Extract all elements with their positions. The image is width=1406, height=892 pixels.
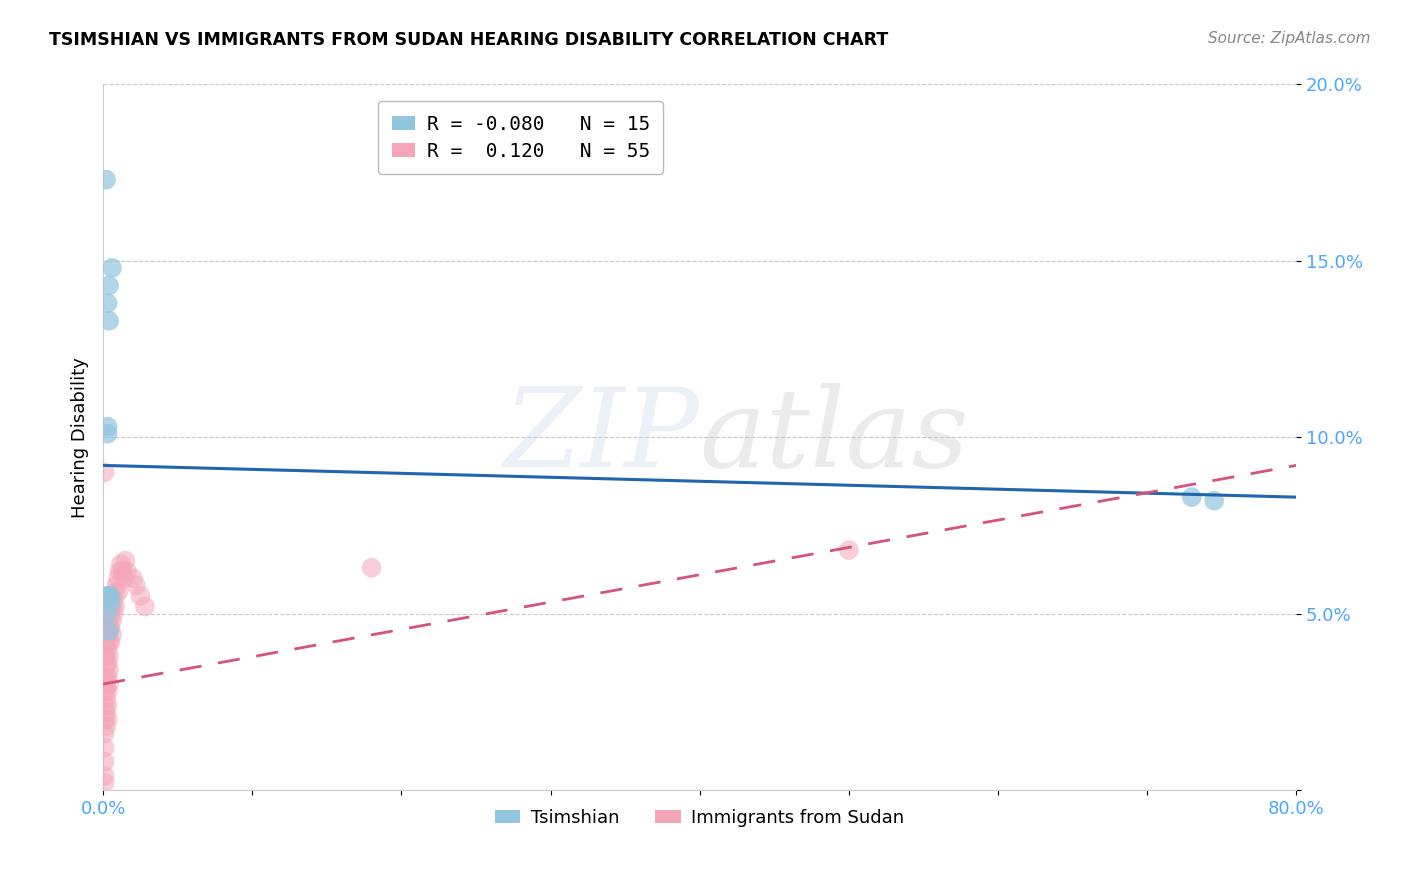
Point <box>98 621 121 635</box>
Point <box>93 769 115 783</box>
Point <box>100 607 122 621</box>
Point <box>129 589 152 603</box>
Point <box>98 663 121 677</box>
Point <box>94 648 117 663</box>
Point <box>98 314 121 328</box>
Point <box>97 607 120 621</box>
Point <box>94 719 117 733</box>
Point <box>104 585 127 599</box>
Point <box>98 589 121 603</box>
Point <box>103 592 125 607</box>
Point <box>100 621 122 635</box>
Point <box>101 628 124 642</box>
Point <box>100 634 122 648</box>
Point <box>97 641 120 656</box>
Point <box>93 776 115 790</box>
Point <box>93 698 115 713</box>
Point <box>98 677 121 691</box>
Point <box>94 589 117 603</box>
Legend: Tsimshian, Immigrants from Sudan: Tsimshian, Immigrants from Sudan <box>488 801 912 834</box>
Point <box>93 684 115 698</box>
Point <box>93 670 115 684</box>
Point <box>101 599 124 614</box>
Point <box>97 296 120 310</box>
Point <box>97 628 120 642</box>
Point <box>107 571 129 585</box>
Point <box>134 599 156 614</box>
Point <box>104 599 127 614</box>
Text: ZIP: ZIP <box>503 384 700 491</box>
Point <box>101 260 124 275</box>
Point <box>98 634 121 648</box>
Point <box>94 706 117 720</box>
Point <box>94 677 117 691</box>
Point <box>97 656 120 670</box>
Point <box>94 634 117 648</box>
Point <box>98 648 121 663</box>
Point <box>1204 493 1226 508</box>
Point <box>107 585 129 599</box>
Point <box>115 564 138 578</box>
Point <box>94 659 117 673</box>
Point <box>97 419 120 434</box>
Point <box>108 564 131 578</box>
Point <box>105 578 128 592</box>
Point <box>100 589 122 603</box>
Point <box>360 560 382 574</box>
Point <box>93 712 115 726</box>
Point <box>93 466 115 480</box>
Text: atlas: atlas <box>700 384 969 491</box>
Point <box>112 571 135 585</box>
Point <box>1181 490 1204 504</box>
Point <box>103 607 125 621</box>
Point <box>97 670 120 684</box>
Point <box>97 712 120 726</box>
Text: TSIMSHIAN VS IMMIGRANTS FROM SUDAN HEARING DISABILITY CORRELATION CHART: TSIMSHIAN VS IMMIGRANTS FROM SUDAN HEARI… <box>49 31 889 49</box>
Point <box>110 557 132 571</box>
Point <box>100 596 122 610</box>
Point <box>101 614 124 628</box>
Point <box>97 698 120 713</box>
Point <box>838 543 860 558</box>
Point <box>93 740 115 755</box>
Point <box>97 684 120 698</box>
Y-axis label: Hearing Disability: Hearing Disability <box>72 357 89 517</box>
Point <box>93 726 115 740</box>
Point <box>94 691 117 706</box>
Point <box>125 578 148 592</box>
Point <box>98 278 121 293</box>
Point <box>94 172 117 186</box>
Point <box>93 755 115 769</box>
Point <box>122 571 145 585</box>
Point <box>97 426 120 441</box>
Point <box>93 648 115 663</box>
Point <box>98 624 121 639</box>
Point <box>111 564 134 578</box>
Point <box>114 554 136 568</box>
Text: Source: ZipAtlas.com: Source: ZipAtlas.com <box>1208 31 1371 46</box>
